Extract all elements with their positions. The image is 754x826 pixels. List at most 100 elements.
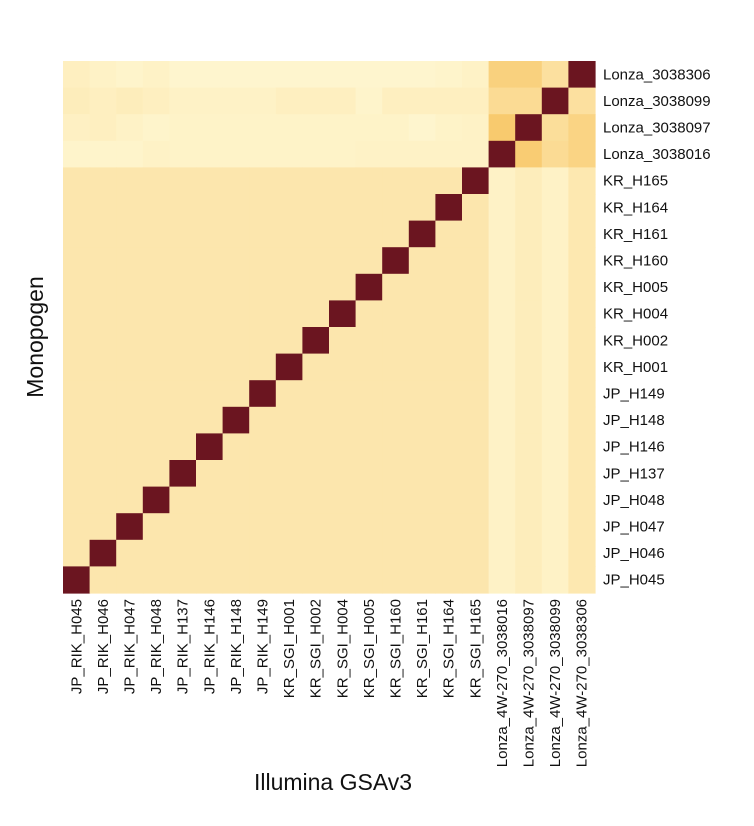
heatmap-cell <box>249 327 277 355</box>
heatmap-cell <box>116 140 144 168</box>
heatmap-cell <box>355 220 383 248</box>
heatmap-cell <box>382 220 410 248</box>
heatmap-cell <box>515 273 543 301</box>
heatmap-cell <box>568 140 596 168</box>
heatmap-cell <box>568 539 596 567</box>
heatmap-cell <box>275 380 303 408</box>
heatmap-cell <box>142 380 170 408</box>
heatmap-cell <box>222 406 250 434</box>
heatmap-cell <box>355 406 383 434</box>
heatmap-cell <box>89 433 117 461</box>
heatmap-cell <box>462 300 490 328</box>
heatmap-cell <box>142 433 170 461</box>
heatmap-cell <box>408 61 436 89</box>
heatmap-cell <box>89 460 117 488</box>
heatmap-cell <box>63 486 91 514</box>
heatmap-cell <box>222 61 250 89</box>
heatmap-cell <box>63 247 91 275</box>
heatmap-cell <box>142 114 170 142</box>
y-tick-label: KR_H005 <box>603 279 668 296</box>
heatmap-cell <box>63 353 91 381</box>
x-tick-label: JP_RIK_H148 <box>228 599 245 694</box>
heatmap-cell <box>329 194 357 222</box>
heatmap-cell <box>116 167 144 195</box>
heatmap-cell <box>355 380 383 408</box>
heatmap-cell <box>302 406 330 434</box>
heatmap-cell <box>169 327 197 355</box>
heatmap-cell <box>462 220 490 248</box>
heatmap-cell <box>515 513 543 541</box>
y-tick-label: JP_H047 <box>603 519 665 536</box>
heatmap-cell <box>435 353 463 381</box>
heatmap-cell <box>196 300 224 328</box>
heatmap-cell <box>515 87 543 115</box>
heatmap-cell <box>329 460 357 488</box>
heatmap-cell <box>541 539 569 567</box>
heatmap-cell <box>462 87 490 115</box>
heatmap-cell <box>382 273 410 301</box>
heatmap-cell <box>382 61 410 89</box>
heatmap-cell <box>541 300 569 328</box>
heatmap-cell <box>382 433 410 461</box>
heatmap-cell <box>435 380 463 408</box>
heatmap-cell <box>302 140 330 168</box>
heatmap-cell <box>302 513 330 541</box>
heatmap-cell <box>89 247 117 275</box>
heatmap-cell <box>222 247 250 275</box>
heatmap-cell <box>275 566 303 594</box>
heatmap-cell <box>63 406 91 434</box>
heatmap-cell <box>169 513 197 541</box>
heatmap-cell <box>142 167 170 195</box>
heatmap-cell <box>63 513 91 541</box>
heatmap-cell <box>63 220 91 248</box>
y-tick-label: JP_H046 <box>603 545 665 562</box>
heatmap-cell <box>275 140 303 168</box>
heatmap-cell <box>196 433 224 461</box>
heatmap-cell <box>169 61 197 89</box>
heatmap-cell <box>116 327 144 355</box>
heatmap-cell <box>568 87 596 115</box>
heatmap-cell <box>355 247 383 275</box>
heatmap-cell <box>382 194 410 222</box>
heatmap-cell <box>169 140 197 168</box>
heatmap-cell <box>222 194 250 222</box>
heatmap-cell <box>249 194 277 222</box>
heatmap-cell <box>541 327 569 355</box>
heatmap-cell <box>63 327 91 355</box>
heatmap-cell <box>196 406 224 434</box>
heatmap-cell <box>515 486 543 514</box>
heatmap-cell <box>302 486 330 514</box>
heatmap-cell <box>488 194 516 222</box>
heatmap-cell <box>89 566 117 594</box>
heatmap-cell <box>249 460 277 488</box>
heatmap-cell <box>196 566 224 594</box>
heatmap-cell <box>541 566 569 594</box>
heatmap-cell <box>435 486 463 514</box>
heatmap-cell <box>435 114 463 142</box>
heatmap-cell <box>382 513 410 541</box>
heatmap-cell <box>63 140 91 168</box>
heatmap-cell <box>116 353 144 381</box>
heatmap-cell <box>169 539 197 567</box>
heatmap-cell <box>462 140 490 168</box>
heatmap-cell <box>142 61 170 89</box>
heatmap-cell <box>568 114 596 142</box>
heatmap-cell <box>142 406 170 434</box>
heatmap-cell <box>462 433 490 461</box>
x-tick-label: KR_SGI_H002 <box>308 599 325 698</box>
y-tick-label: JP_H137 <box>603 465 665 482</box>
heatmap-cell <box>488 539 516 567</box>
heatmap-cell <box>541 247 569 275</box>
heatmap-cell <box>435 87 463 115</box>
heatmap-cell <box>249 406 277 434</box>
heatmap-cell <box>275 300 303 328</box>
heatmap-cell <box>435 300 463 328</box>
heatmap-cell <box>275 433 303 461</box>
heatmap-cell <box>382 353 410 381</box>
heatmap-cell <box>515 247 543 275</box>
heatmap-cell <box>568 220 596 248</box>
heatmap-cell <box>249 167 277 195</box>
heatmap-cell <box>408 300 436 328</box>
heatmap-cell <box>275 87 303 115</box>
